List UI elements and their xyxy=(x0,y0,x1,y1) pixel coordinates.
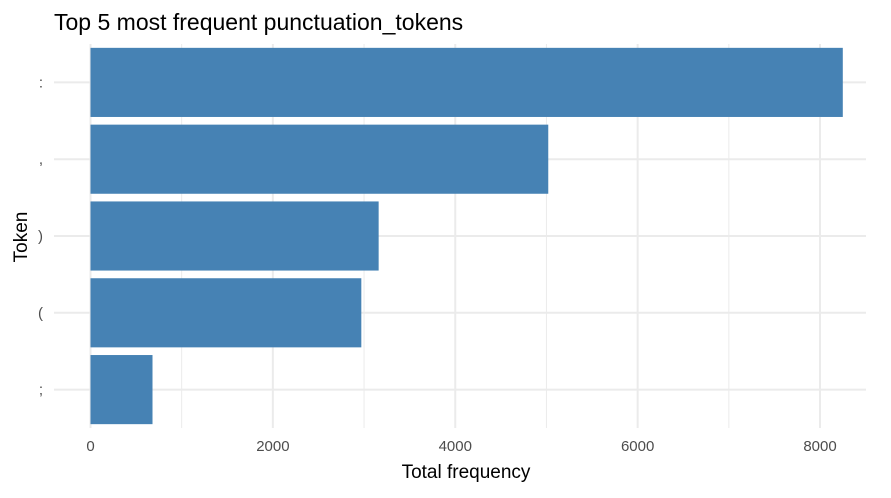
y-tick-labels: :,) (; xyxy=(38,74,43,398)
chart-title: Top 5 most frequent punctuation_tokens xyxy=(54,9,463,35)
y-tick-label: ( xyxy=(38,305,43,322)
x-tick-label: 6000 xyxy=(621,438,654,455)
y-axis-title: Token xyxy=(11,212,32,263)
bar xyxy=(90,201,379,271)
x-tick-label: 0 xyxy=(86,438,94,455)
bar xyxy=(90,124,549,194)
y-tick-label: : xyxy=(39,74,43,91)
x-tick-label: 2000 xyxy=(256,438,289,455)
x-tick-labels: 0 2000 4000 6000 8000 xyxy=(86,438,836,455)
bar xyxy=(90,355,153,425)
bar xyxy=(90,278,362,348)
x-axis-title: Total frequency xyxy=(402,462,531,483)
x-tick-label: 8000 xyxy=(803,438,836,455)
bars xyxy=(90,47,843,425)
y-tick-label: ) xyxy=(38,228,43,245)
x-tick-label: 4000 xyxy=(439,438,472,455)
y-tick-label: , xyxy=(39,151,43,168)
bar xyxy=(90,47,843,117)
y-tick-label: ; xyxy=(39,382,43,399)
